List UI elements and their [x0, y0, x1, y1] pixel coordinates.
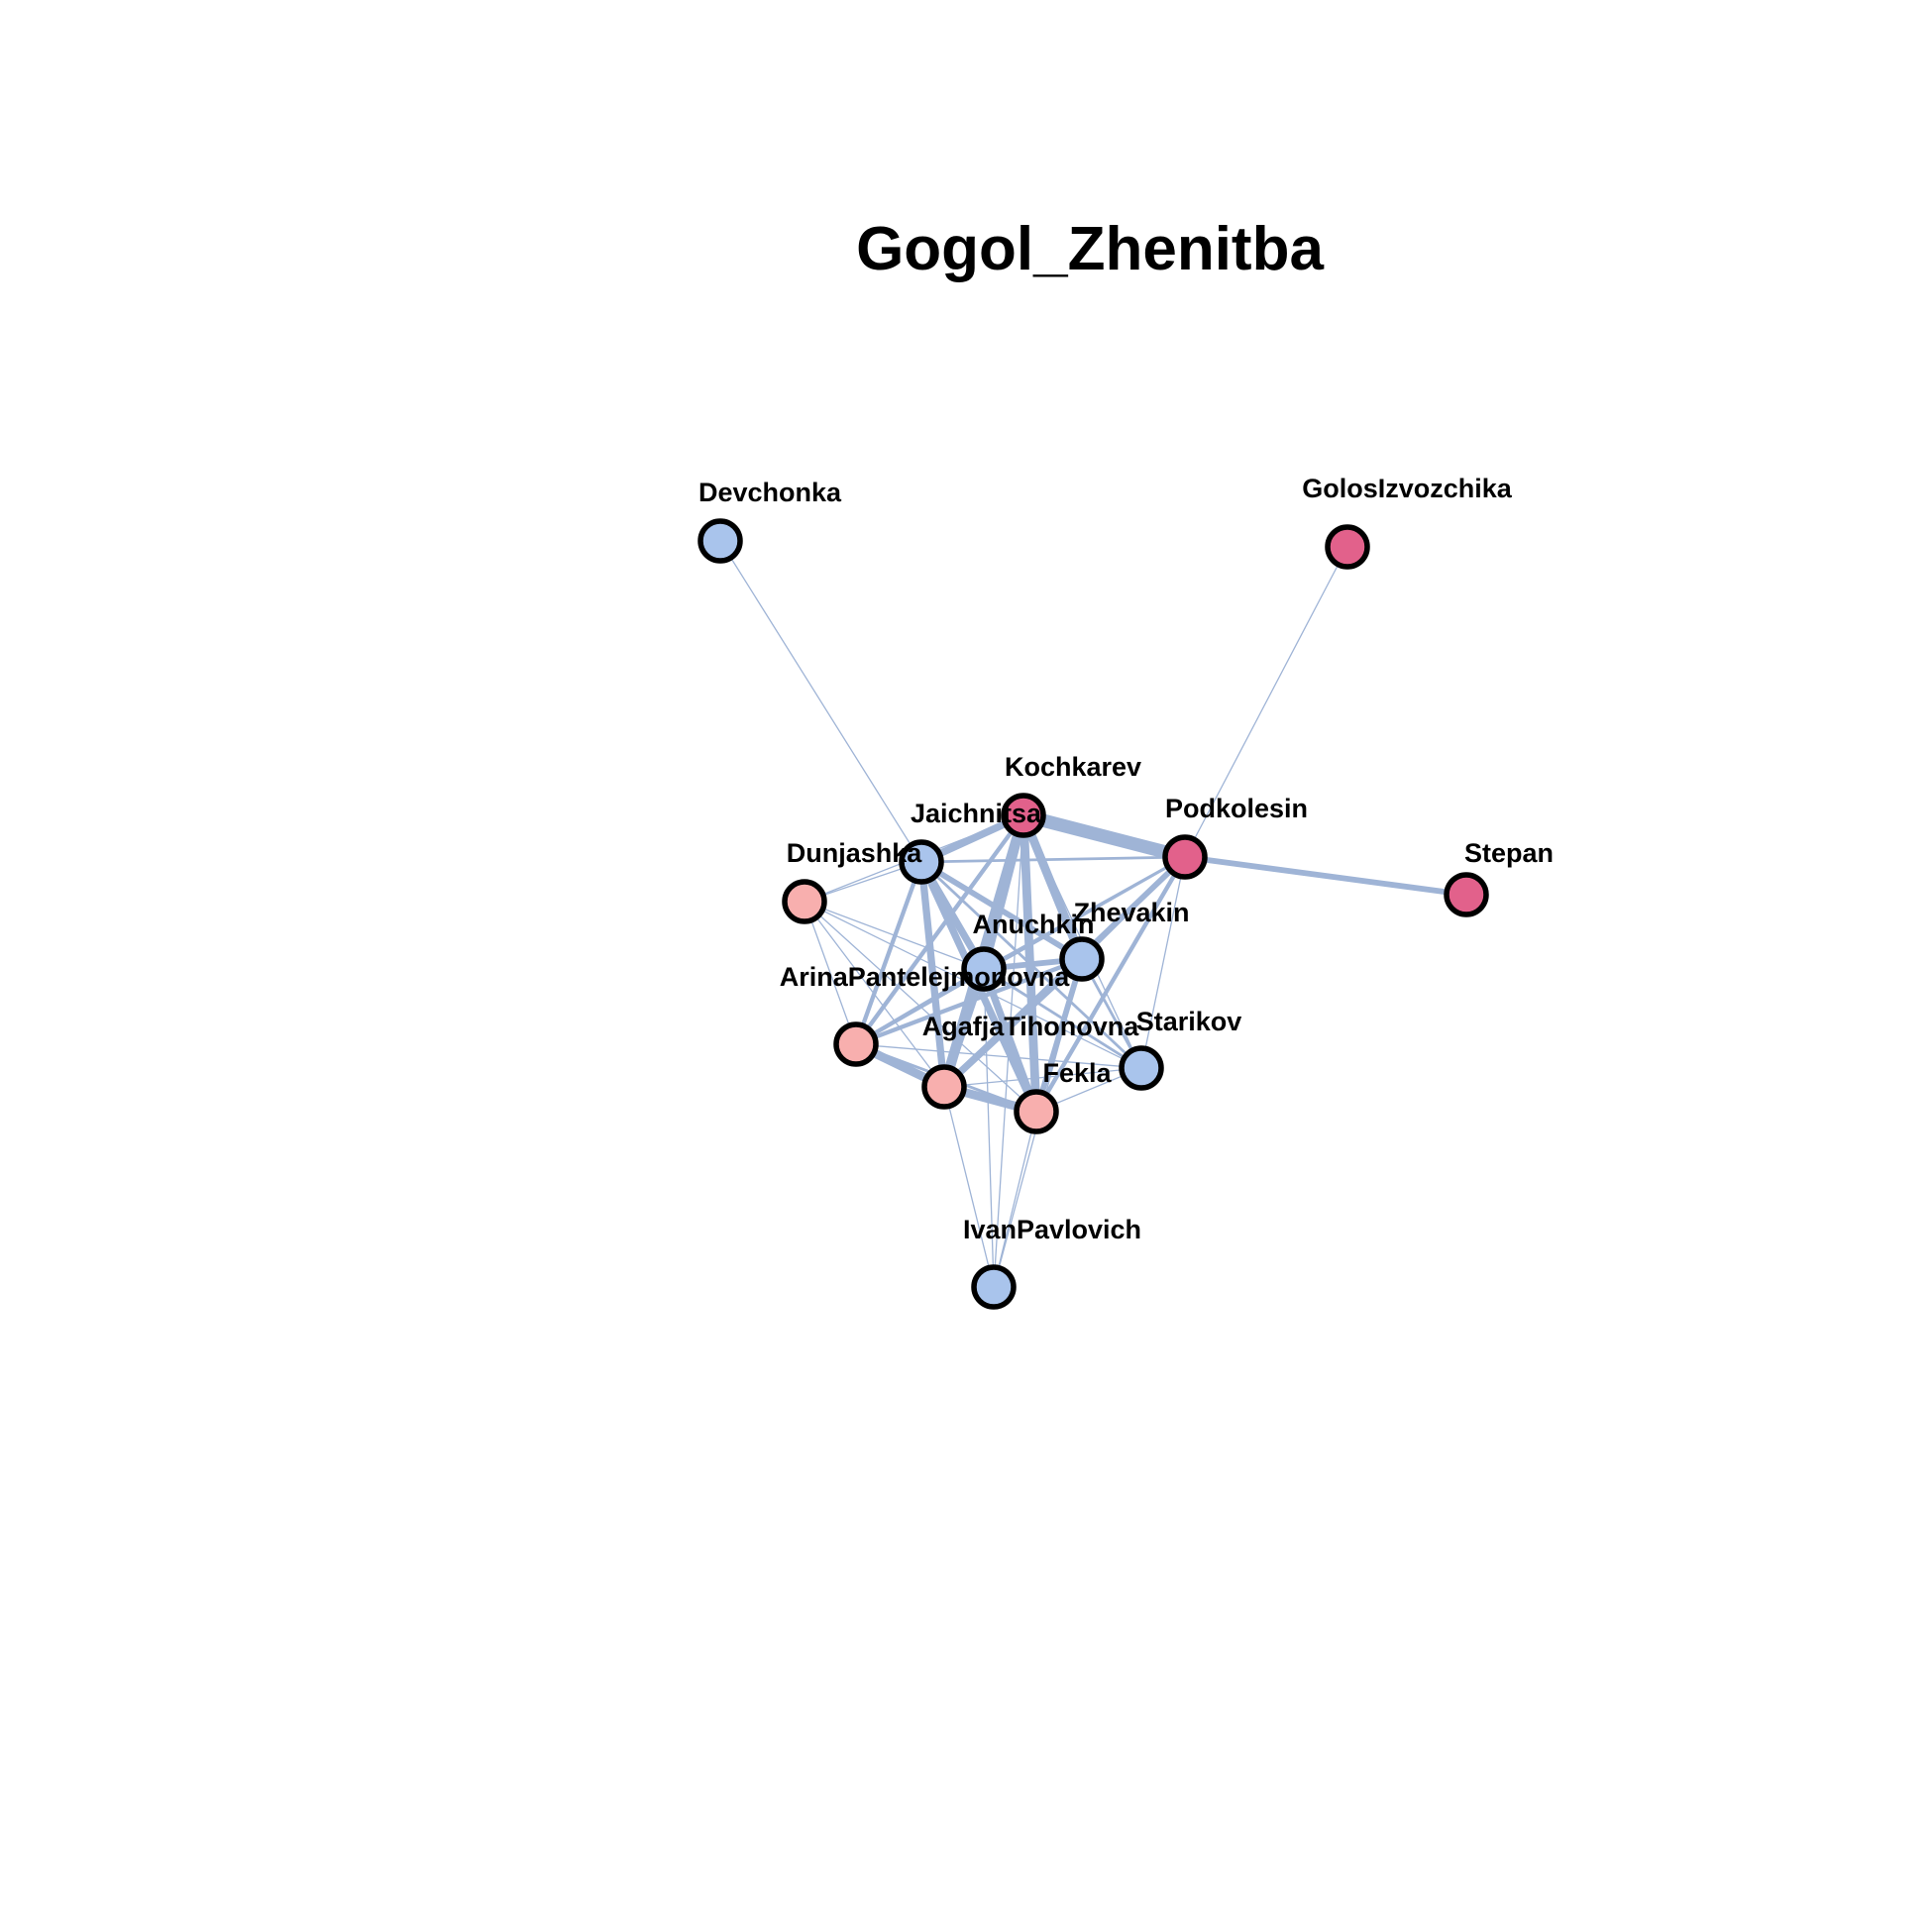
node-dunjashka[interactable] [782, 879, 827, 924]
edge-podkolesin-fekla [1033, 854, 1188, 1115]
edge-arina-pantelejmonovna-starikov [855, 1043, 1142, 1069]
node-label-jaichnitsa: Jaichnitsa [911, 799, 1042, 828]
node-fekla[interactable] [1014, 1089, 1059, 1134]
node-label-devchonka: Devchonka [698, 478, 842, 507]
edge-agafja-tihonovna-starikov [943, 1067, 1142, 1088]
edge-kochkarev-podkolesin [1017, 808, 1192, 864]
edge-podkolesin-jaichnitsa [919, 855, 1187, 864]
node-label-podkolesin: Podkolesin [1165, 794, 1308, 823]
node-label-kochkarev: Kochkarev [1005, 752, 1141, 782]
node-label-fekla: Fekla [1042, 1058, 1112, 1088]
node-golos-izvozchika[interactable] [1325, 524, 1370, 570]
node-devchonka[interactable] [698, 518, 743, 564]
edge-anuchkin-dunjashka [804, 901, 985, 970]
node-kochkarev[interactable] [1001, 793, 1046, 838]
edge-fekla-ivan-pavlovich [993, 1111, 1037, 1288]
edge-podkolesin-starikov [1140, 856, 1186, 1069]
node-ivan-pavlovich[interactable] [971, 1264, 1017, 1310]
edge-golos-izvozchika-podkolesin [1184, 546, 1348, 858]
node-label-golos-izvozchika: GolosIzvozchika [1302, 474, 1513, 503]
node-label-anuchkin: Anuchkin [972, 910, 1094, 939]
edge-kochkarev-ivan-pavlovich [993, 814, 1024, 1288]
node-stepan[interactable] [1444, 872, 1489, 917]
edge-podkolesin-stepan [1182, 854, 1469, 898]
edge-zhevakin-fekla [1033, 956, 1085, 1115]
nodes-layer [698, 518, 1489, 1310]
node-label-agafja-tihonovna: AgafjaTihonovna [922, 1012, 1140, 1041]
node-label-ivan-pavlovich: IvanPavlovich [963, 1215, 1141, 1244]
edge-kochkarev-zhevakin [1019, 810, 1087, 964]
edge-anuchkin-ivan-pavlovich [983, 968, 995, 1288]
node-label-dunjashka: Dunjashka [787, 838, 923, 868]
node-arina-pantelejmonovna[interactable] [833, 1021, 879, 1067]
edge-agafja-tihonovna-dunjashka [804, 901, 945, 1088]
node-label-starikov: Starikov [1136, 1007, 1242, 1036]
edge-jaichnitsa-zhevakin [918, 859, 1085, 962]
edge-zhevakin-agafja-tihonovna [940, 955, 1086, 1091]
node-zhevakin[interactable] [1059, 936, 1105, 982]
edge-jaichnitsa-agafja-tihonovna [917, 858, 948, 1091]
edge-agafja-tihonovna-ivan-pavlovich [943, 1086, 995, 1288]
node-label-zhevakin: Zhevakin [1073, 898, 1189, 927]
edge-zhevakin-arina-pantelejmonovna [853, 956, 1085, 1047]
edge-jaichnitsa-arina-pantelejmonovna [853, 859, 924, 1047]
edge-devchonka-jaichnitsa [719, 540, 922, 863]
graph-title: Gogol_Zhenitba [856, 215, 1324, 283]
edge-fekla-dunjashka [804, 901, 1037, 1113]
labels-layer: Devchonka GolosIzvozchika Kochkarev Jaichni… [698, 474, 1554, 1244]
node-starikov[interactable] [1119, 1045, 1164, 1091]
node-label-arina-pantelejmonovna: ArinaPantelejmonovna [780, 962, 1071, 992]
node-anuchkin[interactable] [961, 946, 1007, 992]
node-podkolesin[interactable] [1162, 834, 1208, 880]
node-agafja-tihonovna[interactable] [921, 1064, 967, 1110]
node-label-stepan: Stepan [1464, 838, 1554, 868]
edge-arina-pantelejmonovna-dunjashka [804, 901, 857, 1045]
node-jaichnitsa[interactable] [899, 839, 944, 885]
